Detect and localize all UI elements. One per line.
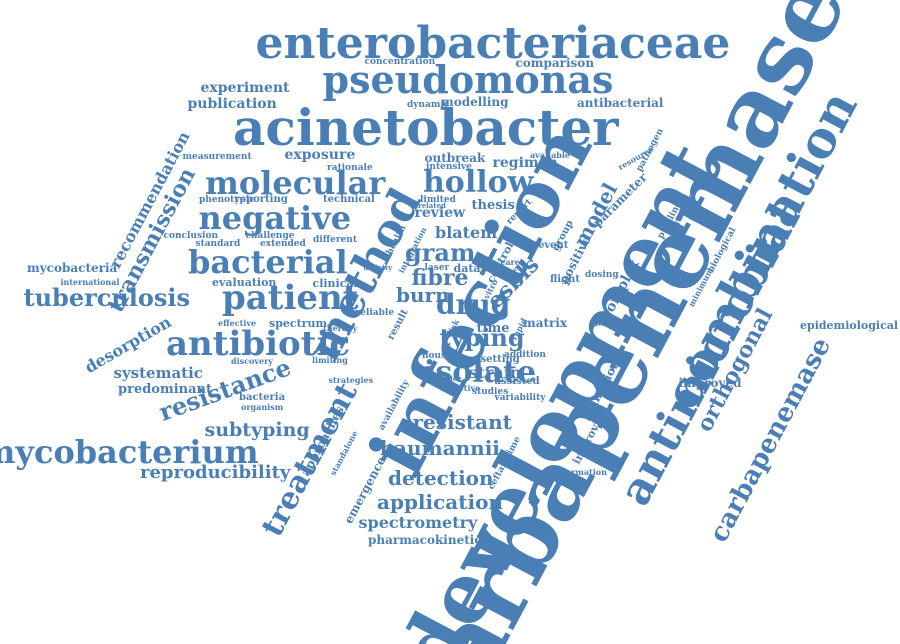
word-activity: activity [363,262,393,272]
word-different: different [313,234,357,245]
word-modelling: modelling [441,95,509,109]
word-antibacterial: antibacterial [577,96,664,110]
word-event: event [538,240,569,251]
word-addition: addition [504,349,546,360]
word-reporting: reporting [234,194,288,205]
word-flight: flight [550,274,580,285]
word-burn: burn [396,283,450,307]
word-subtyping: subtyping [204,418,310,441]
word-fibre: fibre [411,265,469,291]
word-data: data [453,261,481,275]
word-liver: liver [497,266,518,276]
word-review: review [414,205,466,221]
word-experiment: experiment [200,80,290,96]
word-setting: setting [480,354,520,365]
word-typing: typing [439,323,525,352]
word-patient: patient [222,278,359,318]
word-evaluation: evaluation [212,275,277,289]
word-clinical: clinical [312,276,358,290]
word-care: care [500,257,520,267]
word-dosing: dosing [585,269,619,280]
word-objective: objective [440,383,481,393]
word-improved: improved [678,376,742,390]
word-negative: negative [198,199,352,237]
word-acinetobacter: acinetobacter [233,98,619,157]
word-standard: standard [195,238,241,249]
word-blatem: blatem [435,223,498,242]
word-drug: drug [436,288,511,321]
word-reproducibility: reproducibility [140,462,291,483]
word-strain: strain [468,363,522,382]
word-information: information [553,467,607,477]
word-mycobacterium: mycobacterium [0,433,259,471]
word-variability: variability [494,392,546,403]
word-extended: extended [260,238,306,249]
word-measurement: measurement [182,151,252,162]
word-international: international [60,277,120,287]
word-laser: laser [424,262,450,273]
word-hollow: hollow [423,165,534,200]
word-concentration: concentration [364,56,436,67]
word-mycobacteria: mycobacteria [27,261,118,275]
word-effective: effective [218,318,257,328]
word-pharmacokinetic: pharmacokinetic [368,533,482,547]
word-studies: studies [472,386,509,397]
word-spectrum: spectrum [269,316,328,330]
word-resistant: resistant [412,410,512,434]
word-discovery: discovery [231,356,273,366]
word-publication: publication [187,96,277,112]
word-available: available [530,150,570,160]
word-phenotypic: phenotypic [199,194,255,205]
word-rationale: rationale [327,162,373,173]
word-pseudomonas: pseudomonas [322,57,614,102]
word-detection: detection [388,466,494,490]
word-assisted: assisted [494,376,540,387]
word-limiting: limiting [312,355,348,365]
word-outbreak: outbreak [424,151,486,165]
word-dynamic: dynamic [407,99,450,110]
word-isolate: isolate [424,355,537,390]
word-application: application [377,490,503,514]
word-baumannii: baumannii [380,436,500,460]
word-challenge: challenge [245,230,295,241]
word-bacterial: bacterial [188,243,348,281]
word-conclusion: conclusion [163,230,219,241]
word-limited: limited [420,194,456,205]
word-predominant: predominant [118,381,212,397]
word-comparison: comparison [515,56,595,70]
word-house: house [422,350,452,361]
word-related: related [418,200,446,210]
word-bacteria: bacteria [239,392,286,403]
word-antibiotic: antibiotic [166,324,351,364]
word-molecular: molecular [205,164,386,202]
word-epidemiological: epidemiological [800,318,899,332]
word-enterobacteriaceae: enterobacteriaceae [255,18,731,69]
word-tuberculosis: tuberculosis [23,283,191,312]
word-technical: technical [323,194,375,205]
word-service: service [434,373,462,383]
word-intensive: intensive [426,161,472,172]
word-gram: gram [405,238,476,267]
word-strategies: strategies [328,375,374,385]
word-therapy: therapy [323,323,358,333]
word-reliable: reliable [355,307,395,318]
word-thesis: thesis [471,197,515,213]
word-repeat: repeat [444,328,470,338]
word-matrix: matrix [523,316,568,330]
word-time: time [476,320,510,336]
word-spectrometry: spectrometry [358,513,478,532]
word-systematic: systematic [113,363,203,382]
word-organism: organism [241,402,284,412]
word-exposure: exposure [284,147,356,163]
word-lengthy: lengthy [595,318,629,328]
word-regimen: regimen [492,155,558,171]
